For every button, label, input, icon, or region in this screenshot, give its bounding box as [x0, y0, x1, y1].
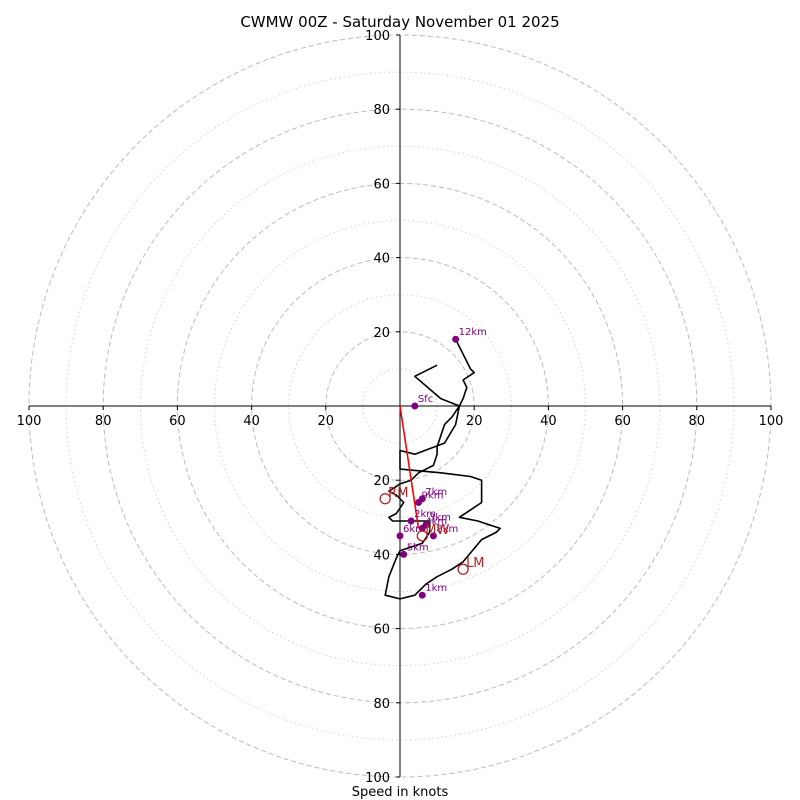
height-point-6km: [396, 532, 404, 540]
tick-label-left-80: 80: [95, 414, 112, 429]
height-label-8km: 8km: [436, 524, 458, 535]
height-point-12km: [452, 335, 460, 343]
tick-label-bottom-60: 60: [373, 623, 390, 638]
storm-motions: RM LM MW: [379, 486, 485, 575]
height-label-5km: 5km: [407, 542, 429, 553]
tick-label-top-40: 40: [373, 252, 390, 267]
shear-vector: [399, 405, 420, 529]
tick-label-right-100: 100: [759, 414, 784, 429]
storm-motion-rm-marker: [379, 493, 391, 505]
height-label-12km: 12km: [459, 327, 487, 338]
tick-label-top-80: 80: [373, 103, 390, 118]
height-point-8km: [429, 532, 437, 540]
chart-title: CWMW 00Z - Saturday November 01 2025: [240, 13, 559, 31]
tick-label-top-100: 100: [365, 29, 390, 44]
tick-label-right-20: 20: [466, 414, 483, 429]
height-label-6km: 6km: [403, 524, 425, 535]
height-label-9km: 9km: [422, 490, 444, 501]
tick-label-bottom-100: 100: [365, 771, 390, 786]
tick-label-bottom-80: 80: [373, 697, 390, 712]
storm-motion-lm-label: LM: [466, 556, 484, 571]
tick-label-right-60: 60: [614, 414, 631, 429]
height-label-2km: 2km: [414, 509, 436, 520]
storm-motion-mw-label: MW: [425, 523, 449, 538]
tick-labels: 20 20 20 20 40 40 40 40 60 60 60 60 80 80 80 80 100 100 10…: [17, 29, 784, 786]
height-label-3km: 3km: [429, 513, 451, 524]
height-point-4km: [418, 524, 426, 532]
tick-label-bottom-20: 20: [373, 474, 390, 489]
height-label-4km: 4km: [425, 516, 447, 527]
x-axis-label: Speed in knots: [352, 785, 449, 800]
storm-motion-rm-label: RM: [388, 486, 408, 501]
height-label-sfc: Sfc: [418, 394, 433, 405]
height-point-2km: [407, 517, 415, 525]
height-point-5km: [400, 550, 408, 558]
hodograph-trace-group: [384, 338, 502, 600]
tick-label-top-20: 20: [373, 326, 390, 341]
storm-motion-lm-marker: [457, 563, 469, 575]
hodograph-trace: [384, 338, 502, 600]
height-point-9km: [415, 498, 423, 506]
tick-label-left-60: 60: [169, 414, 186, 429]
storm-motion-mw-marker: [416, 530, 428, 542]
tick-label-top-60: 60: [373, 177, 390, 192]
tick-label-left-100: 100: [17, 414, 42, 429]
height-point-sfc: [411, 402, 419, 410]
height-label-1km: 1km: [425, 583, 447, 594]
height-label-7km: 7km: [425, 487, 447, 498]
tick-label-right-40: 40: [540, 414, 557, 429]
tick-label-bottom-40: 40: [373, 548, 390, 563]
tick-label-left-20: 20: [318, 414, 335, 429]
tick-label-right-80: 80: [689, 414, 706, 429]
tick-label-left-40: 40: [243, 414, 260, 429]
height-point-1km: [418, 591, 426, 599]
